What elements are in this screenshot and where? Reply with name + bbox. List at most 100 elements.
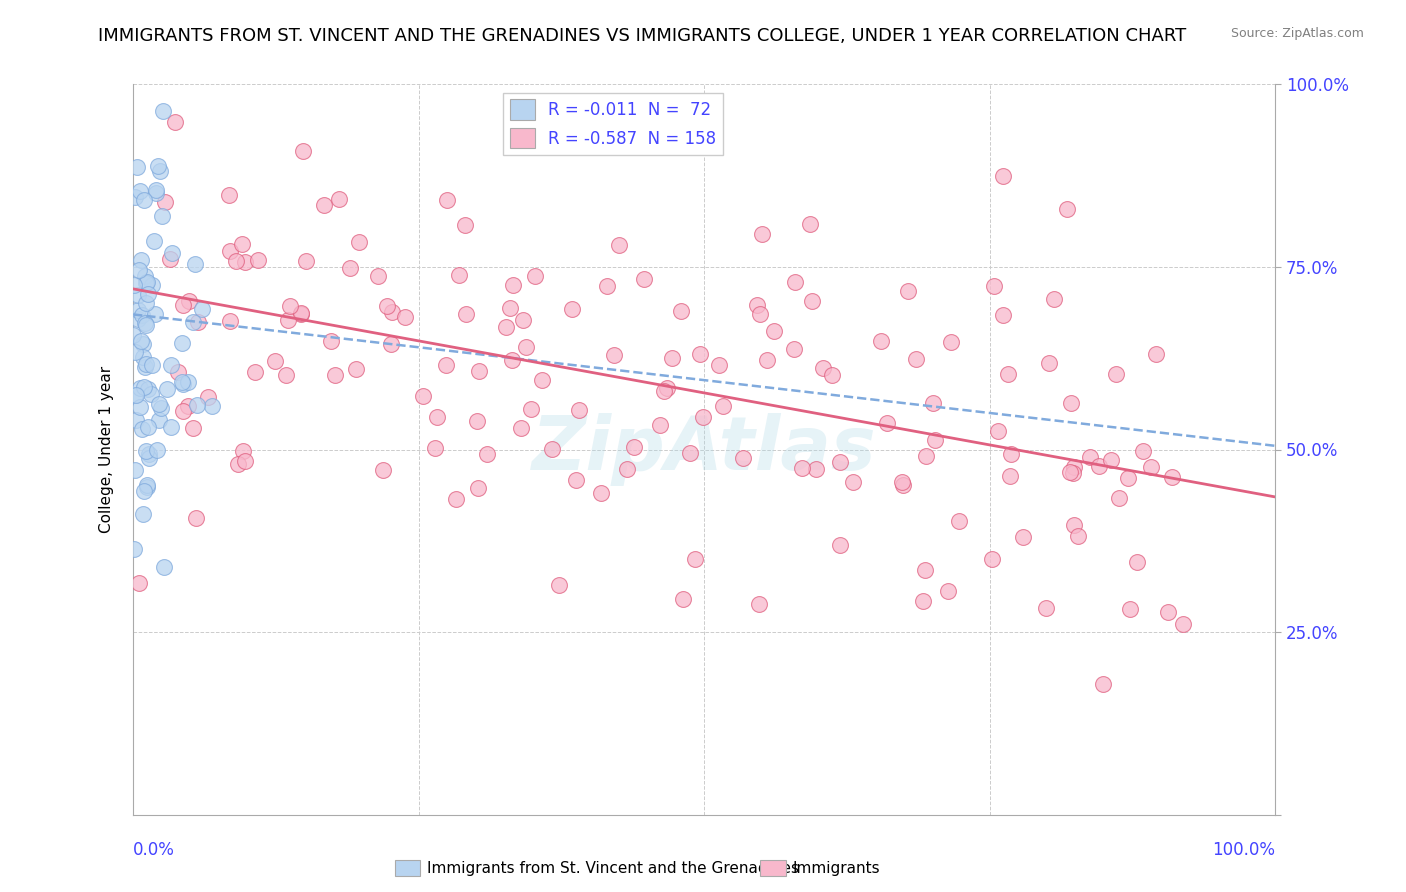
Point: [633, 272, 655, 286]
Point: [1108, 491, 1130, 505]
Point: [650, 418, 672, 433]
Point: [134, 359, 156, 374]
Point: [799, 217, 821, 231]
Point: [290, 307, 312, 321]
Point: [596, 279, 619, 293]
Point: [998, 468, 1021, 483]
Point: [425, 442, 447, 456]
Point: [1140, 460, 1163, 475]
Point: [136, 480, 159, 494]
Point: [134, 268, 156, 283]
Point: [1091, 677, 1114, 691]
Point: [679, 445, 702, 459]
Point: [924, 433, 946, 447]
Point: [160, 419, 183, 434]
Point: [1043, 292, 1066, 306]
Point: [689, 347, 711, 361]
Point: [515, 340, 537, 354]
Point: [948, 514, 970, 528]
Point: [328, 193, 350, 207]
Point: [131, 308, 153, 322]
Point: [148, 164, 170, 178]
Point: [762, 324, 785, 338]
Point: [1119, 602, 1142, 616]
Point: [477, 447, 499, 461]
Point: [519, 402, 541, 417]
Point: [512, 313, 534, 327]
Point: [997, 367, 1019, 381]
Point: [531, 373, 554, 387]
Point: [141, 358, 163, 372]
Point: [828, 538, 851, 552]
Point: [200, 399, 222, 413]
Point: [616, 461, 638, 475]
Point: [122, 542, 145, 557]
Point: [243, 365, 266, 379]
Point: [922, 396, 945, 410]
Point: [434, 358, 457, 372]
Point: [502, 277, 524, 292]
Point: [135, 276, 157, 290]
Point: [139, 387, 162, 401]
Point: [219, 244, 242, 258]
Point: [756, 352, 779, 367]
Point: [498, 301, 520, 315]
Point: [661, 351, 683, 366]
Point: [142, 235, 165, 249]
Point: [128, 262, 150, 277]
Point: [904, 352, 927, 367]
Point: [218, 313, 240, 327]
Point: [225, 254, 247, 268]
Point: [159, 252, 181, 266]
Point: [128, 400, 150, 414]
Point: [842, 475, 865, 489]
Point: [983, 279, 1005, 293]
Point: [820, 368, 842, 382]
Point: [172, 298, 194, 312]
Point: [623, 440, 645, 454]
Point: [1157, 605, 1180, 619]
Point: [153, 195, 176, 210]
Text: Immigrants: Immigrants: [793, 861, 880, 876]
Point: [685, 552, 707, 566]
Point: [1126, 555, 1149, 569]
Point: [134, 380, 156, 394]
Point: [1105, 367, 1128, 381]
Point: [276, 313, 298, 327]
Point: [1000, 447, 1022, 461]
Point: [589, 485, 612, 500]
Point: [380, 336, 402, 351]
Point: [371, 463, 394, 477]
Point: [890, 475, 912, 490]
Point: [128, 575, 150, 590]
Text: 0.0%: 0.0%: [134, 841, 174, 859]
Point: [783, 342, 806, 356]
Point: [993, 308, 1015, 322]
Point: [806, 462, 828, 476]
Point: [135, 295, 157, 310]
Point: [939, 335, 962, 350]
Point: [290, 305, 312, 319]
Point: [692, 410, 714, 425]
Point: [672, 592, 695, 607]
Point: [1116, 471, 1139, 485]
Point: [436, 193, 458, 207]
Point: [197, 390, 219, 404]
Point: [377, 299, 399, 313]
Point: [132, 193, 155, 207]
Point: [232, 444, 254, 458]
Point: [1132, 444, 1154, 458]
Point: [548, 577, 571, 591]
Point: [233, 453, 256, 467]
Point: [319, 334, 342, 349]
Point: [135, 358, 157, 372]
Point: [136, 287, 159, 301]
Point: [276, 368, 298, 382]
Point: [524, 269, 547, 284]
Point: [468, 364, 491, 378]
Point: [146, 159, 169, 173]
Point: [568, 403, 591, 417]
Point: [127, 160, 149, 174]
Point: [177, 375, 200, 389]
Point: [426, 409, 449, 424]
